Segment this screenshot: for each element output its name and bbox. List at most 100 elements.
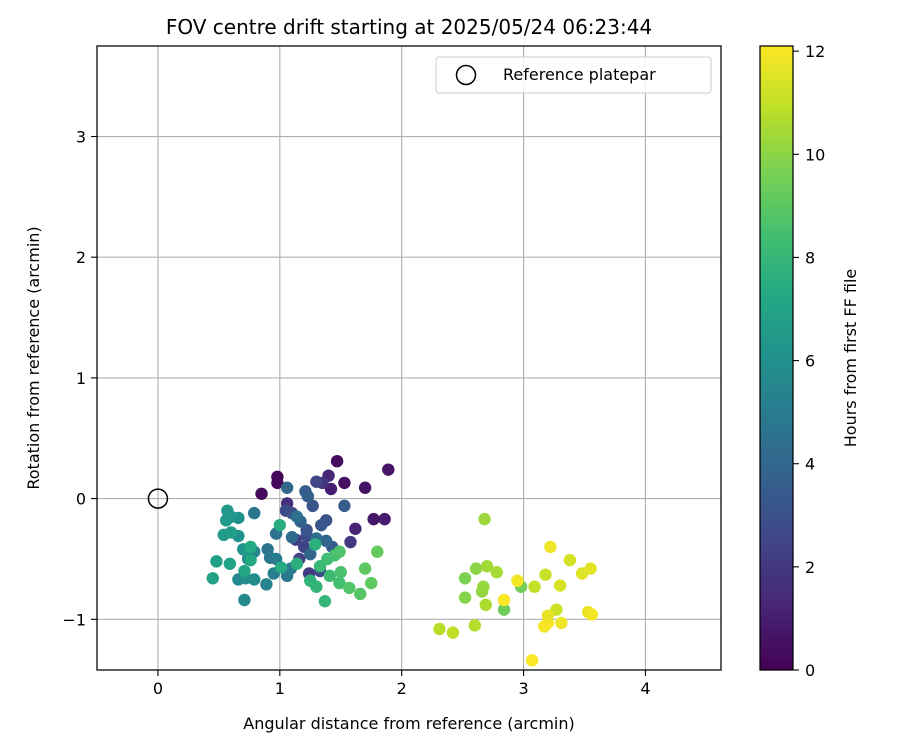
data-point xyxy=(525,654,539,667)
data-point xyxy=(458,591,472,604)
data-point xyxy=(458,572,472,585)
data-point xyxy=(555,616,568,630)
data-point xyxy=(290,510,304,523)
data-point xyxy=(333,576,346,590)
colorbar-tick-label: 8 xyxy=(805,248,815,267)
legend-box xyxy=(435,56,712,94)
data-point xyxy=(358,481,372,494)
legend-marker-open-circle xyxy=(455,64,477,86)
data-point xyxy=(219,514,233,527)
colorbar-tick-label: 12 xyxy=(805,42,825,61)
data-point xyxy=(354,587,367,601)
data-point xyxy=(497,603,511,616)
data-point xyxy=(248,573,261,586)
data-point xyxy=(260,578,273,591)
colorbar-ticks: 0 2 4 6 8 10 12 xyxy=(793,42,825,680)
data-point xyxy=(468,619,482,632)
data-point xyxy=(238,564,251,578)
colorbar-tick-label: 10 xyxy=(805,145,825,164)
data-point xyxy=(244,553,257,567)
legend: Reference platepar xyxy=(435,56,712,94)
data-point xyxy=(446,626,460,639)
data-point xyxy=(273,518,287,532)
grid-lines xyxy=(97,46,721,670)
data-point xyxy=(469,562,483,575)
data-point xyxy=(349,522,362,535)
data-point xyxy=(544,540,557,554)
data-point xyxy=(306,499,319,513)
x-axis-ticks: 0 1 2 3 4 xyxy=(153,670,651,698)
reference-marker-layer xyxy=(147,488,169,509)
data-point xyxy=(274,561,288,574)
x-tick-label: 1 xyxy=(275,679,285,698)
data-point xyxy=(255,487,268,500)
y-axis-ticks: −1 0 1 2 3 xyxy=(62,128,97,629)
data-point xyxy=(334,566,347,579)
data-point xyxy=(310,580,323,593)
y-tick-label: 2 xyxy=(76,248,86,267)
data-point xyxy=(330,454,344,468)
data-point xyxy=(318,595,332,608)
data-point xyxy=(301,489,315,503)
y-axis-label: Rotation from reference (arcmin) xyxy=(24,226,43,489)
data-point xyxy=(358,562,372,575)
x-tick-label: 2 xyxy=(397,679,407,698)
x-axis-label: Angular distance from reference (arcmin) xyxy=(243,714,574,733)
colorbar-label: Hours from first FF file xyxy=(841,269,860,448)
plot-frame xyxy=(96,45,722,671)
data-point xyxy=(338,476,351,490)
data-point xyxy=(584,562,597,575)
data-point xyxy=(541,609,555,622)
data-point xyxy=(563,553,577,567)
y-tick-label: 1 xyxy=(76,369,86,388)
data-point xyxy=(285,531,299,544)
data-point xyxy=(433,622,446,636)
data-point xyxy=(343,581,356,595)
data-point xyxy=(539,568,552,581)
data-point xyxy=(323,569,336,583)
scatter-points xyxy=(206,454,599,667)
data-point xyxy=(344,535,357,549)
data-point xyxy=(585,608,599,621)
legend-label: Reference platepar xyxy=(503,65,656,84)
y-tick-label: 3 xyxy=(76,128,86,147)
x-tick-label: 0 xyxy=(153,679,163,698)
data-point xyxy=(479,598,492,612)
data-point xyxy=(248,506,261,520)
data-point xyxy=(365,576,378,590)
reference-platepar-marker xyxy=(147,488,169,509)
data-point xyxy=(271,476,284,490)
data-point xyxy=(477,580,490,593)
data-point xyxy=(210,555,223,568)
data-point xyxy=(553,579,567,592)
data-point xyxy=(280,481,294,494)
data-point xyxy=(224,526,238,539)
data-point xyxy=(490,566,503,579)
data-point xyxy=(310,475,323,488)
data-point xyxy=(315,518,328,532)
data-point xyxy=(367,512,380,526)
colorbar-gradient xyxy=(759,45,794,671)
data-point xyxy=(511,574,524,587)
data-point xyxy=(382,463,395,476)
data-point xyxy=(319,534,333,548)
data-point xyxy=(206,572,219,585)
data-point xyxy=(308,538,322,551)
x-tick-label: 3 xyxy=(518,679,528,698)
data-point xyxy=(244,540,257,554)
data-point xyxy=(238,593,251,607)
data-point xyxy=(478,512,491,526)
colorbar: 0 2 4 6 8 10 12 Hours from first FF file xyxy=(759,42,860,680)
data-point xyxy=(497,593,511,607)
colorbar-tick-label: 4 xyxy=(805,455,815,474)
data-point xyxy=(223,557,237,570)
data-point xyxy=(304,547,317,561)
data-point xyxy=(528,580,541,593)
data-point xyxy=(290,557,304,570)
y-tick-label: −1 xyxy=(62,610,86,629)
chart-title: FOV centre drift starting at 2025/05/24 … xyxy=(166,15,652,39)
y-tick-label: 0 xyxy=(76,490,86,509)
colorbar-tick-label: 2 xyxy=(805,558,815,577)
